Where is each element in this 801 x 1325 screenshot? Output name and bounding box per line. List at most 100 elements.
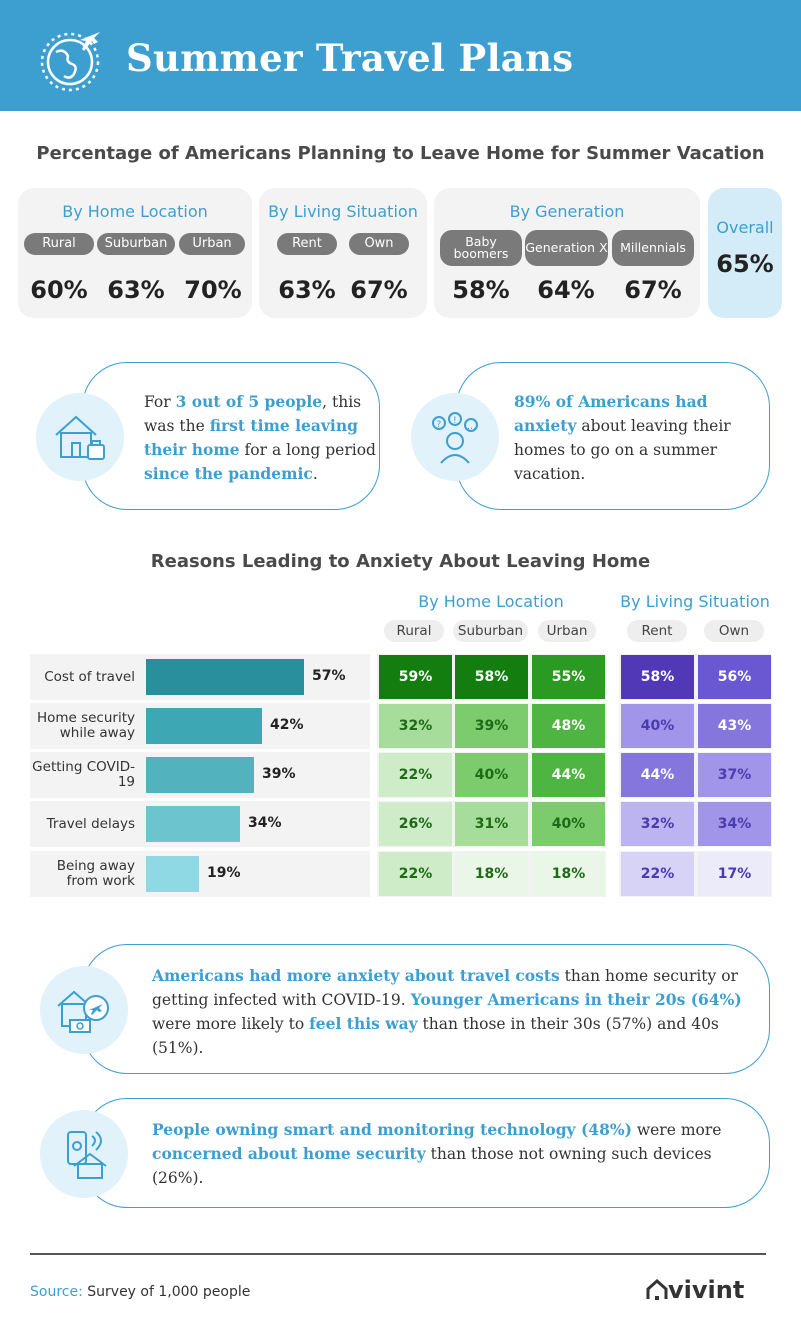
callout-text-part: than those in their 30s (57%) and 40s (5…: [152, 1015, 719, 1057]
bar-row-bg: [30, 851, 370, 897]
house-outline-icon: [646, 1278, 668, 1300]
callout-text-part: for a long period: [239, 441, 376, 459]
value-suburban: 63%: [107, 276, 165, 304]
value-baby-boomers: 58%: [452, 276, 510, 304]
brand-name: vivint: [668, 1276, 745, 1304]
source: Source: Survey of 1,000 people: [30, 1284, 250, 1300]
callout-travel-costs: [82, 944, 770, 1074]
panel-overall: Overall 65%: [708, 188, 782, 318]
source-text: Survey of 1,000 people: [82, 1284, 251, 1300]
heatmap-cell: 56%: [698, 655, 771, 699]
heatmap-cell: 43%: [698, 704, 771, 748]
heatmap-cell: 22%: [379, 753, 452, 797]
panel-home-location: By Home Location Rural Suburban Urban 60…: [18, 188, 252, 318]
overall-label: Overall: [716, 218, 774, 237]
bar-value-label: 57%: [312, 668, 346, 684]
callout-text-part: concerned about home security: [152, 1144, 426, 1163]
pill-millennials: Millennials: [612, 230, 694, 266]
house-plane-money-icon: [57, 990, 109, 1033]
heatmap-cell: 48%: [532, 704, 605, 748]
pill-own: Own: [349, 233, 409, 255]
pill-suburban: Suburban: [97, 233, 175, 255]
globe-airplane-icon: [40, 32, 100, 92]
column-label-own: Own: [704, 620, 764, 642]
bar: [146, 708, 262, 744]
overall-value: 65%: [716, 250, 774, 278]
heatmap-cell: 44%: [532, 753, 605, 797]
panel-title: By Living Situation: [268, 202, 418, 221]
callout-smart-tech-text: People owning smart and monitoring techn…: [152, 1118, 752, 1190]
callout-text-part: People owning smart and monitoring techn…: [152, 1120, 632, 1139]
heatmap-cell: 34%: [698, 802, 771, 846]
callout-text-part: Younger Americans in their 20s (64%): [410, 990, 742, 1009]
bar-category-label: Home security while away: [36, 710, 135, 741]
bar-category-label: Travel delays: [46, 815, 135, 832]
pill-generation-x: Generation X: [525, 230, 608, 266]
panel-title: By Home Location: [62, 202, 208, 221]
pill-baby-boomers: Baby boomers: [440, 230, 522, 266]
callout-text-part: , this was the: [144, 393, 362, 435]
house-luggage-icon: [55, 415, 105, 460]
panel-title: By Generation: [509, 202, 625, 221]
heatmap-cell: 31%: [455, 802, 528, 846]
group-title-home-location: By Home Location: [418, 592, 564, 611]
heatmap-cell: 32%: [379, 704, 452, 748]
section-title: Percentage of Americans Planning to Leav…: [36, 143, 765, 164]
anxious-person-icon: ? ! …: [432, 412, 478, 464]
heatmap-cell: 17%: [698, 852, 771, 896]
pill-urban: Urban: [179, 233, 245, 255]
heatmap-cell: 22%: [379, 852, 452, 896]
panel-generation: By Generation Baby boomers Generation X …: [434, 188, 700, 318]
header: Summer Travel Plans: [0, 0, 801, 111]
bar-value-label: 42%: [270, 717, 304, 733]
heatmap-cell: 58%: [455, 655, 528, 699]
page-title: Summer Travel Plans: [126, 36, 574, 80]
value-generation-x: 64%: [537, 276, 595, 304]
heatmap-cell: 59%: [379, 655, 452, 699]
bar-category-label: Being away from work: [56, 858, 135, 889]
callout-text-part: since the pandemic: [144, 464, 313, 483]
callout-text-part: than those not owning such devices (26%)…: [152, 1145, 712, 1187]
icon-circle: [40, 966, 128, 1054]
bar-category-label: Cost of travel: [44, 668, 135, 685]
heatmap-cell: 22%: [621, 852, 694, 896]
group-title-living-situation: By Living Situation: [620, 592, 770, 611]
bar: [146, 757, 254, 793]
icon-circle: ? ! …: [411, 393, 499, 481]
bar: [146, 806, 240, 842]
callout-text-part: about leaving their homes to go on a sum…: [514, 417, 731, 483]
callout-text-part: first time leaving their home: [144, 416, 358, 459]
callout-first-time-text: For 3 out of 5 people, this was the firs…: [144, 390, 376, 486]
callout-travel-costs-text: Americans had more anxiety about travel …: [152, 964, 752, 1060]
callout-text-part: were more likely to: [152, 1015, 310, 1033]
column-label-rent: Rent: [627, 620, 687, 642]
pill-rent: Rent: [277, 233, 337, 255]
heatmap-cell: 40%: [621, 704, 694, 748]
callout-text-part: .: [312, 465, 318, 483]
callout-text-part: Americans had more anxiety about travel …: [152, 966, 560, 985]
heatmap-cell: 40%: [455, 753, 528, 797]
icon-circle: [40, 1110, 128, 1198]
heatmap-cell: 18%: [455, 852, 528, 896]
bar-value-label: 19%: [207, 865, 241, 881]
value-rural: 60%: [30, 276, 88, 304]
heatmap-cell: 55%: [532, 655, 605, 699]
bar: [146, 856, 199, 892]
heatmap-cell: 40%: [532, 802, 605, 846]
column-label-rural: Rural: [384, 620, 444, 642]
svg-text:!: !: [453, 416, 457, 426]
callout-first-time: [82, 362, 380, 510]
bar-category-label: Getting COVID-19: [32, 759, 135, 790]
bar-value-label: 39%: [262, 766, 296, 782]
heatmap-cell: 32%: [621, 802, 694, 846]
svg-text:…: …: [467, 422, 476, 432]
heatmap-cell: 44%: [621, 753, 694, 797]
bar: [146, 659, 304, 695]
column-label-suburban: Suburban: [453, 620, 528, 642]
callout-text-part: were more: [631, 1121, 722, 1139]
column-label-urban: Urban: [538, 620, 596, 642]
bar-value-label: 34%: [248, 815, 282, 831]
footer-divider: [30, 1253, 766, 1255]
section-title: Reasons Leading to Anxiety About Leaving…: [150, 551, 651, 572]
value-urban: 70%: [184, 276, 242, 304]
